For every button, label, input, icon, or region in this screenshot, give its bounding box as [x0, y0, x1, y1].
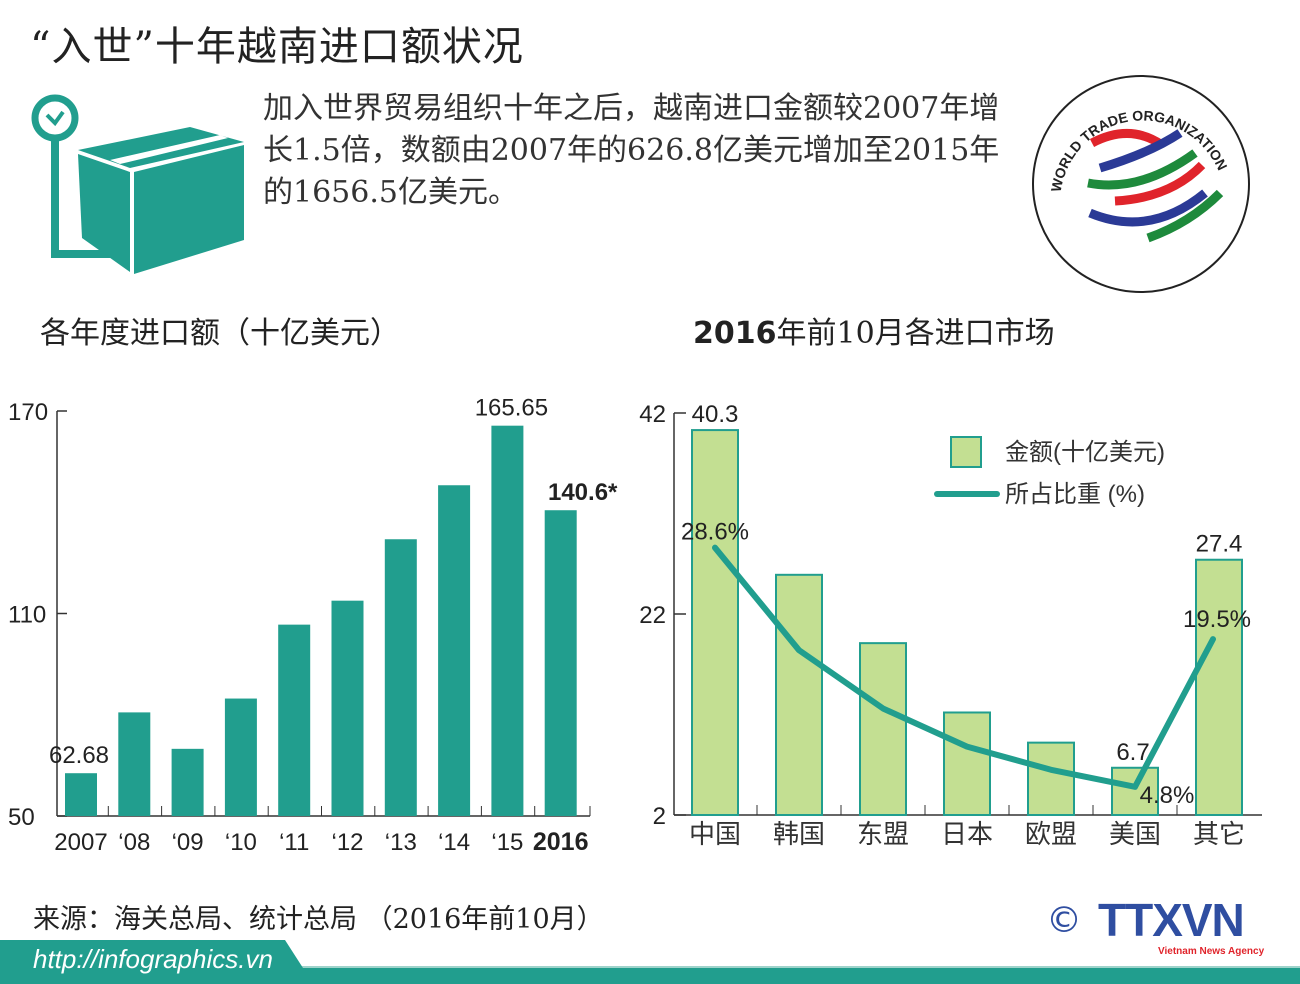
bar-value-label: 6.7 — [1116, 739, 1149, 766]
bar-欧盟 — [1027, 741, 1075, 817]
legend-line-label: 所占比重 (%) — [1005, 481, 1145, 508]
title-rest: 年前10月各进口市场 — [776, 316, 1055, 351]
left-chart-title: 各年度进口额（十亿美元） — [40, 316, 400, 351]
x-tick-label: 美国 — [1109, 819, 1161, 849]
x-tick-label: 2016 — [533, 828, 589, 856]
ttxvn-logo: TTXVN — [1098, 894, 1245, 946]
data-label: 62.68 — [49, 742, 109, 769]
bar-其它 — [1195, 558, 1243, 816]
y-tick-label: 22 — [639, 602, 666, 629]
y-tick-label: 42 — [639, 401, 666, 428]
legend-bar-swatch — [950, 436, 982, 468]
yearly-import-bar-chart: 170 110 50 2007 62.68 ‘08 ‘09 ‘10 ‘11 ‘12 ‘13 ‘14 ‘1… — [8, 395, 618, 856]
bar-‘09 — [171, 748, 204, 816]
bar-‘12 — [331, 600, 364, 816]
copyright-icon: © — [1046, 900, 1082, 941]
bar-value-label: 40.3 — [692, 401, 739, 428]
x-tick-label: 中国 — [689, 819, 741, 849]
bar-韩国 — [775, 573, 823, 816]
bar-‘11 — [278, 624, 311, 816]
wto-logo: WORLD TRADE ORGANIZATION — [1032, 75, 1250, 293]
x-tick-label: 东盟 — [857, 819, 909, 849]
y-tick-label: 110 — [8, 602, 46, 629]
ttxvn-subtitle: Vietnam News Agency — [1158, 946, 1265, 957]
x-tick-label: 其它 — [1193, 819, 1245, 849]
x-tick-label: ‘09 — [172, 829, 204, 856]
bar-‘15 — [491, 425, 524, 816]
share-label: 4.8% — [1140, 782, 1195, 809]
x-tick-label: ‘13 — [385, 829, 417, 856]
share-label: 28.6% — [681, 519, 749, 546]
bar-日本 — [943, 711, 991, 816]
x-tick-label: ‘08 — [118, 829, 150, 856]
bar-2016 — [544, 510, 577, 816]
y-tick-label: 2 — [653, 803, 666, 830]
footer-band — [0, 940, 1300, 984]
x-tick-label: 欧盟 — [1025, 819, 1077, 849]
page-title: “入世”十年越南进口额状况 — [30, 24, 524, 70]
data-label: 140.6* — [548, 479, 618, 506]
x-tick-label: ‘14 — [438, 829, 470, 856]
bar-‘08 — [118, 712, 151, 816]
website-link[interactable]: http://infographics.vn — [33, 944, 273, 974]
bar-‘10 — [224, 698, 257, 816]
scale-box-icon — [31, 94, 244, 274]
bar-‘14 — [438, 485, 471, 816]
x-tick-label: 日本 — [941, 819, 993, 849]
y-tick-label: 50 — [8, 804, 35, 831]
intro-text: 加入世界贸易组织十年之后，越南进口金额较2007年增长1.5倍，数额由2007年… — [263, 91, 1000, 210]
share-line — [712, 544, 1216, 790]
bar-value-label: 27.4 — [1196, 531, 1243, 558]
x-tick-label: 2007 — [54, 829, 107, 856]
share-label: 19.5% — [1183, 606, 1251, 633]
data-label: 165.65 — [475, 395, 548, 422]
x-tick-label: ‘15 — [491, 829, 523, 856]
bar-美国 — [1111, 766, 1159, 817]
x-tick-label: ‘11 — [279, 829, 309, 856]
bar-中国 — [691, 429, 739, 817]
bar-‘13 — [384, 539, 417, 816]
title-year: 2016 — [693, 316, 777, 351]
legend-bar-label: 金额(十亿美元) — [1005, 439, 1165, 466]
bar-2007 — [65, 773, 97, 816]
bar-东盟 — [859, 642, 907, 816]
x-tick-label: 韩国 — [773, 819, 825, 849]
source-note: 来源：海关总局、统计总局 （2016年前10月） — [33, 904, 604, 935]
x-tick-label: ‘10 — [225, 829, 257, 856]
x-tick-label: ‘12 — [331, 829, 363, 856]
right-chart-title: 2016年前10月各进口市场 — [693, 308, 1055, 352]
y-tick-label: 170 — [8, 399, 48, 426]
